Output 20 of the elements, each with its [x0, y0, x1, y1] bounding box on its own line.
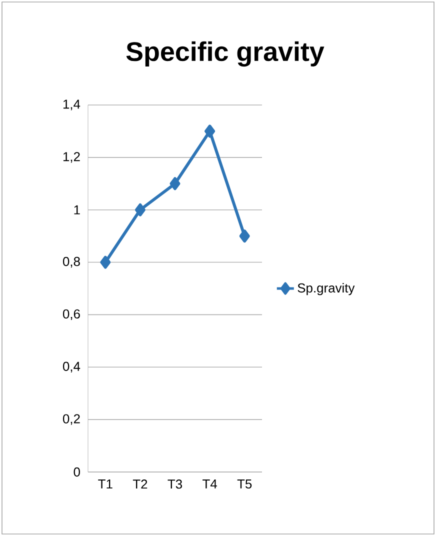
y-tick-label: 0,8 [62, 256, 80, 268]
x-tick-label: T1 [98, 480, 112, 488]
point [204, 124, 216, 138]
x-tick-label: T2 [132, 480, 148, 489]
y-tick-label: 1 [74, 205, 80, 214]
x-tick-label: T3 [168, 480, 182, 489]
point [134, 203, 146, 216]
legend-label: Sp.gravity [298, 283, 355, 296]
y-tick-label: 0 [74, 467, 80, 477]
point [170, 177, 180, 190]
y-tick-label: 1,4 [63, 100, 80, 110]
y-tick-label: 0,2 [62, 414, 80, 425]
point [100, 256, 111, 269]
y-tick-label: 0,6 [62, 309, 80, 320]
x-tick-label: T4 [202, 480, 217, 488]
x-tick-label: T5 [237, 480, 252, 489]
point [239, 230, 250, 243]
y-tick-label: 1,2 [63, 152, 80, 163]
y-tick-label: 0,4 [62, 362, 80, 372]
chart-title: Specific gravity [126, 41, 324, 67]
